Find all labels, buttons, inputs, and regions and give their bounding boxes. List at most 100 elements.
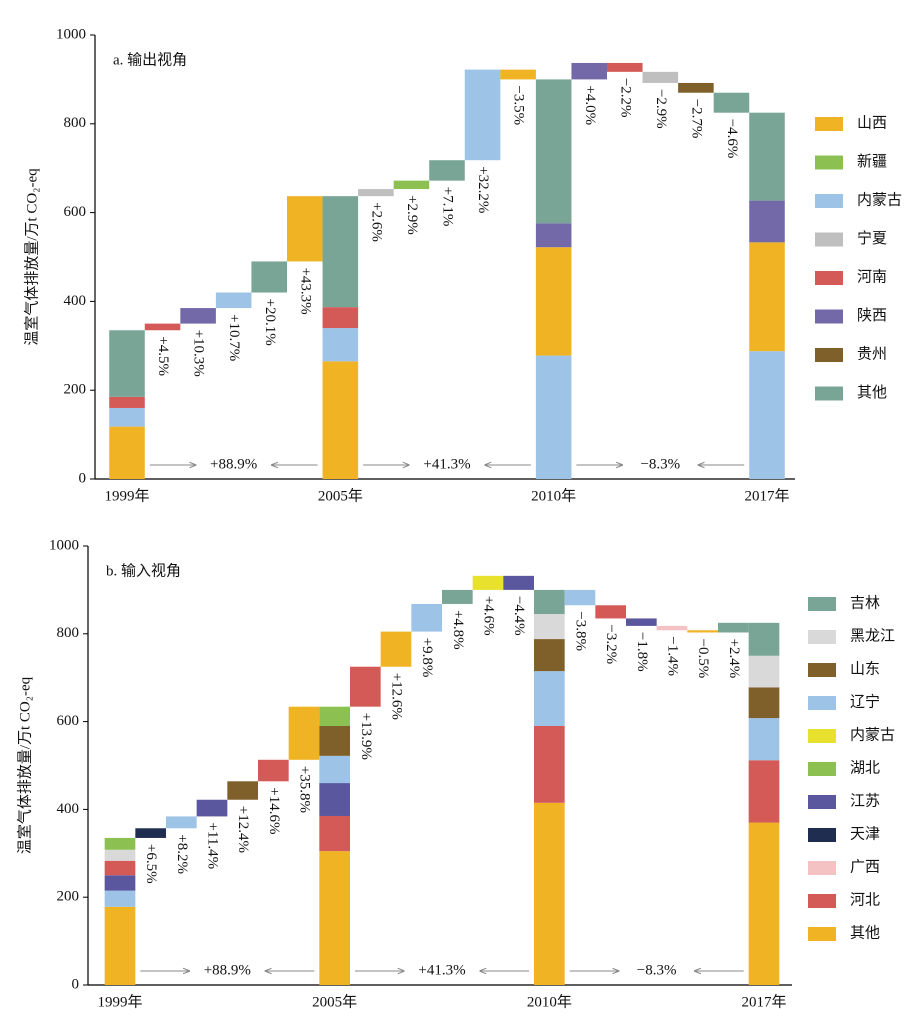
change-label: +41.3%: [423, 456, 470, 472]
bar-segment: [535, 247, 572, 356]
step-bar: [215, 292, 252, 309]
step-bar: [393, 180, 430, 190]
bar-segment: [535, 79, 572, 224]
bar-segment: [104, 875, 136, 891]
step-bar: [687, 630, 718, 633]
legend-swatch: [808, 630, 836, 644]
bar-segment: [322, 196, 359, 308]
step-label: −1.8%: [634, 632, 650, 672]
step-label: +12.4%: [235, 806, 251, 853]
y-tick-label: 0: [72, 976, 80, 992]
legend-label: 天津: [850, 825, 880, 842]
legend-label: 陕西: [857, 307, 887, 324]
step-bar: [380, 631, 412, 667]
legend-swatch: [815, 194, 843, 208]
step-bar: [464, 69, 501, 161]
step-bar: [678, 82, 714, 93]
bar-segment: [534, 802, 565, 985]
legend-label: 宁夏: [857, 230, 887, 247]
y-tick-label: 400: [64, 293, 87, 309]
step-label: −2.9%: [653, 89, 669, 129]
step-label: −4.6%: [724, 119, 740, 159]
legend-swatch: [808, 696, 836, 710]
legend-label: 广西: [850, 858, 880, 875]
y-tick-label: 200: [57, 889, 80, 905]
bar-segment: [748, 687, 780, 719]
bar-segment: [749, 351, 785, 479]
x-tick-label: 2005年: [318, 487, 363, 504]
step-label: −2.2%: [617, 78, 633, 118]
step-label: +8.2%: [174, 834, 190, 874]
step-bar: [429, 160, 465, 181]
step-bar: [135, 828, 166, 838]
bar-segment: [109, 396, 145, 408]
legend-label: 河南: [857, 268, 887, 285]
step-bar: [626, 618, 657, 626]
legend-label: 山西: [857, 114, 887, 131]
step-bar: [713, 92, 750, 113]
bar-segment: [749, 242, 785, 352]
step-label: −3.2%: [603, 624, 619, 664]
change-label: −8.3%: [637, 962, 677, 978]
panel-title: a. 输出视角: [113, 51, 187, 68]
bar-segment: [319, 851, 350, 985]
step-label: +14.6%: [266, 787, 282, 834]
step-label: +4.8%: [450, 610, 466, 650]
bar-segment: [749, 200, 785, 243]
bar-segment: [535, 355, 572, 479]
step-label: +9.8%: [419, 638, 435, 678]
bar-segment: [534, 614, 565, 640]
change-label: +88.9%: [204, 962, 251, 978]
legend-label: 内蒙古: [857, 191, 902, 208]
step-label: +10.3%: [191, 330, 207, 377]
x-tick-label: 2017年: [741, 993, 786, 1010]
bar-segment: [319, 755, 350, 784]
legend-label: 新疆: [857, 153, 887, 170]
step-label: +43.3%: [297, 267, 313, 314]
step-label: −4.4%: [511, 596, 527, 636]
y-tick-label: 600: [64, 204, 87, 220]
step-bar: [358, 189, 394, 197]
bar-segment: [319, 815, 350, 852]
change-label: −8.3%: [640, 456, 680, 472]
panel-title: b. 输入视角: [106, 562, 181, 579]
legend-swatch: [808, 663, 836, 677]
y-tick-label: 0: [79, 470, 87, 486]
step-bar: [196, 799, 228, 817]
x-tick-label: 2017年: [744, 487, 789, 504]
bar-segment: [749, 112, 785, 201]
y-axis-label: 温室气体排放量/万t CO₂-eq: [16, 676, 33, 854]
legend-label: 辽宁: [850, 693, 880, 710]
change-label: +88.9%: [210, 456, 257, 472]
legend-swatch: [808, 927, 836, 941]
y-tick-label: 800: [57, 625, 80, 641]
step-label: −0.5%: [695, 638, 711, 678]
bar-segment: [534, 671, 565, 726]
step-label: −3.8%: [573, 611, 589, 651]
bar-segment: [748, 622, 780, 656]
step-label: +2.9%: [404, 195, 420, 235]
step-label: +32.2%: [475, 166, 491, 213]
step-label: +12.6%: [389, 673, 405, 720]
x-tick-label: 2010年: [527, 993, 572, 1010]
bar-segment: [109, 407, 145, 427]
step-bar: [287, 196, 323, 262]
legend-swatch: [808, 861, 836, 875]
legend-label: 吉林: [850, 594, 880, 611]
bar-segment: [104, 906, 136, 985]
step-label: +4.5%: [155, 336, 171, 376]
legend-label: 黑龙江: [850, 627, 895, 644]
step-bar: [472, 575, 504, 590]
step-label: +7.1%: [440, 187, 456, 227]
step-bar: [500, 69, 536, 80]
bar-segment: [322, 328, 359, 362]
bar-segment: [104, 860, 136, 876]
legend-label: 江苏: [850, 792, 880, 809]
step-label: +11.4%: [205, 822, 221, 869]
legend-label: 其他: [857, 384, 887, 401]
y-tick-label: 600: [57, 713, 80, 729]
bar-segment: [535, 223, 572, 248]
step-label: +35.8%: [297, 766, 313, 813]
legend-swatch: [808, 795, 836, 809]
